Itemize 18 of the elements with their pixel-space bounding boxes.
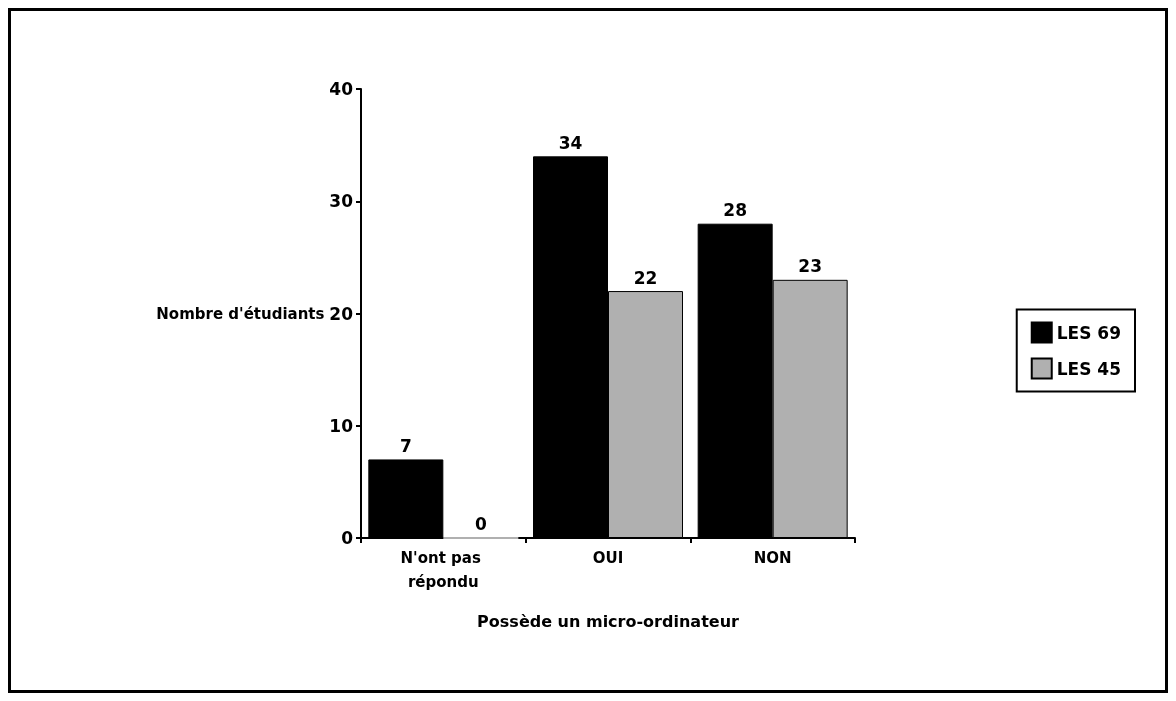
legend-label: LES 45 bbox=[1056, 358, 1121, 379]
data-label: 22 bbox=[633, 267, 658, 288]
y-tick-label: 30 bbox=[329, 191, 354, 212]
y-tick-label: 20 bbox=[329, 303, 354, 324]
legend-label: LES 69 bbox=[1056, 322, 1121, 343]
y-tick-label: 0 bbox=[341, 528, 354, 548]
y-tick-label: 10 bbox=[329, 415, 354, 436]
x-tick-label: NON bbox=[753, 549, 792, 567]
y-axis-title: Nombre d'étudiants bbox=[156, 304, 325, 323]
x-tick-label: OUI bbox=[592, 549, 624, 567]
x-tick-label: N'ont pas répondu bbox=[400, 549, 487, 591]
x-axis-title: Possède un micro-ordinateur bbox=[477, 611, 740, 631]
data-label: 34 bbox=[558, 132, 583, 153]
y-tick-label: 40 bbox=[329, 79, 354, 99]
data-label: 23 bbox=[798, 256, 822, 277]
data-label: 28 bbox=[723, 200, 747, 221]
data-label: 7 bbox=[399, 435, 412, 456]
data-label: 0 bbox=[474, 513, 487, 534]
